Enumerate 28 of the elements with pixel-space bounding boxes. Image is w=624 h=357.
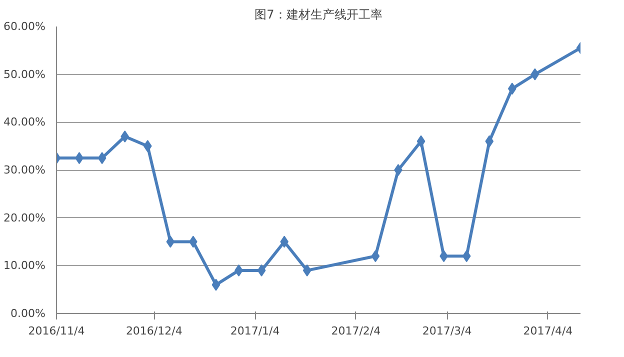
x-tick-label: 2016/11/4 <box>28 324 85 338</box>
y-tick-label: 10.00% <box>4 259 46 272</box>
point <box>212 278 220 291</box>
point <box>166 236 175 248</box>
point <box>462 250 471 262</box>
point <box>120 130 130 143</box>
x-tick-label: 2016/12/4 <box>126 324 182 338</box>
point <box>143 140 152 152</box>
point <box>416 135 426 148</box>
x-tick-label: 2017/1/4 <box>230 324 280 338</box>
x-tick-label: 2017/4/4 <box>523 324 573 338</box>
point <box>508 82 516 95</box>
y-tick-label: 40.00% <box>4 116 46 129</box>
point <box>485 135 494 148</box>
point <box>302 264 312 276</box>
x-tick-label: 2017/2/4 <box>331 324 381 338</box>
y-tick-label: 60.00% <box>4 20 46 33</box>
x-tick-label: 2017/3/4 <box>422 324 472 338</box>
y-tick-label: 30.00% <box>4 164 46 176</box>
y-tick-label: 0.00% <box>10 307 46 320</box>
y-tick-label: 20.00% <box>4 211 46 224</box>
chart-title: 图7：建材生产线开工率 <box>254 8 382 22</box>
point <box>257 264 266 276</box>
point <box>530 68 540 80</box>
point <box>394 164 402 176</box>
point <box>371 250 380 262</box>
point <box>98 152 106 164</box>
y-tick-label: 50.00% <box>4 68 46 81</box>
